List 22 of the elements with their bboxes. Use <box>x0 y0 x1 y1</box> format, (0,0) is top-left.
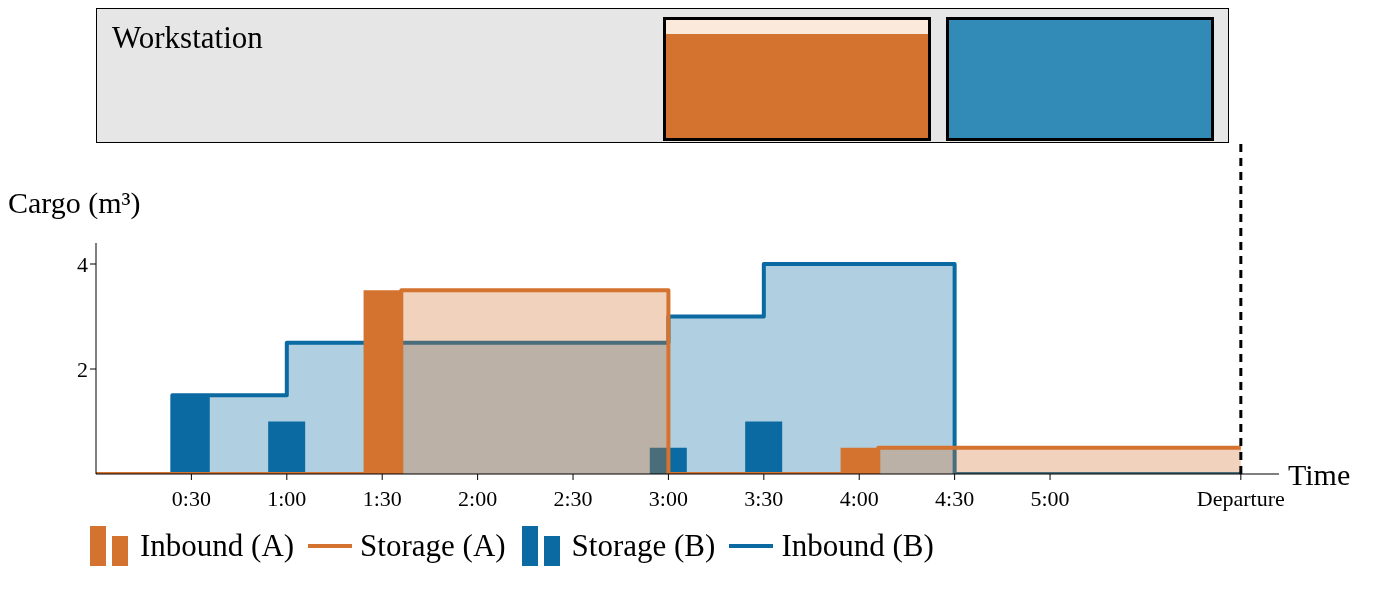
x-tick-label: 3:00 <box>648 485 688 511</box>
x-tick-label: 5:00 <box>1030 485 1070 511</box>
y-axis-title: Cargo (m³) <box>8 186 141 220</box>
legend-label: Inbound (A) <box>140 528 295 564</box>
x-tick-label: 0:30 <box>171 485 211 511</box>
legend-label: Storage (B) <box>571 528 716 564</box>
x-tick-label: 3:30 <box>744 485 784 511</box>
bar <box>268 421 306 474</box>
legend-label: Inbound (B) <box>781 528 934 564</box>
legend-label: Storage (A) <box>360 528 506 564</box>
bar <box>745 421 783 474</box>
x-tick-label: 2:30 <box>553 485 593 511</box>
x-tick-label: 1:00 <box>267 485 307 511</box>
x-tick-label: 4:00 <box>839 485 879 511</box>
x-tick-label: Departure <box>1196 485 1285 511</box>
y-tick-label: 2 <box>77 356 88 382</box>
x-tick-label: 2:00 <box>458 485 498 511</box>
x-tick-label: 1:30 <box>362 485 402 511</box>
x-axis-title: Time <box>1288 458 1351 492</box>
y-tick-label: 4 <box>77 251 88 277</box>
text: Workstation <box>112 20 263 56</box>
x-tick-label: 4:30 <box>935 485 975 511</box>
